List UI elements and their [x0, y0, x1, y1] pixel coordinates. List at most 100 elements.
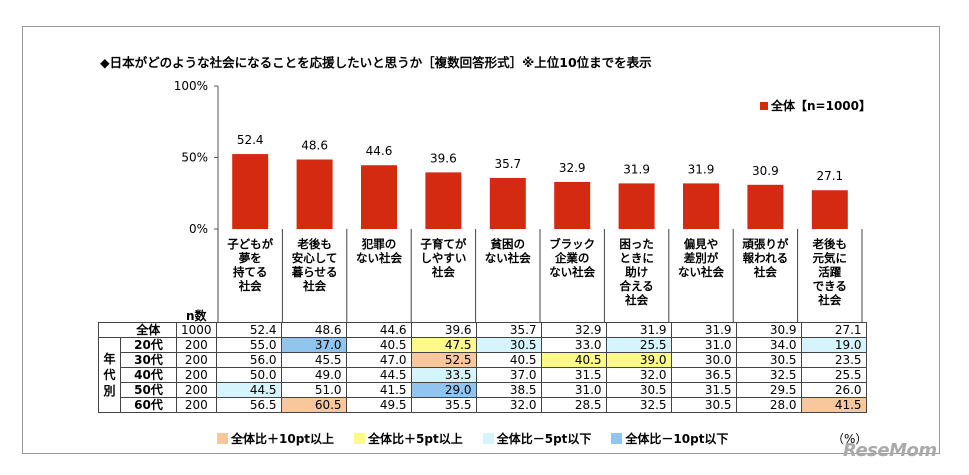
table-cell: 32.9: [540, 322, 607, 338]
highlight-legend-label: 全体比＋10pt以上: [231, 432, 335, 446]
category-label-line: ない社会: [549, 265, 596, 279]
category-label: 頑張りが 報われる 社会: [733, 236, 797, 322]
table-cell: 51.0: [280, 382, 347, 398]
category-label: 貧困の ない社会: [476, 236, 540, 322]
highlight-legend-label: 全体比－5pt以下: [496, 432, 592, 446]
table-cell: 41.5: [800, 397, 867, 413]
category-label-line: 合える: [619, 279, 654, 293]
table-cell: 39.0: [605, 352, 672, 368]
table-cell: 31.9: [605, 322, 672, 338]
category-label-line: ない社会: [484, 251, 531, 265]
table-cell: 29.5: [735, 382, 802, 398]
row-n: 1000: [176, 322, 217, 338]
bar-value-label: 27.1: [816, 169, 843, 183]
table-cell: 40.5: [475, 352, 542, 368]
highlight-legend-item: 全体比＋5pt以上: [354, 430, 463, 447]
table-cell: 33.0: [540, 337, 607, 353]
table-cell: 27.1: [800, 322, 867, 338]
highlight-legend-item: 全体比－10pt以下: [611, 430, 728, 447]
table-cell: 25.5: [605, 337, 672, 353]
bar: [618, 183, 655, 229]
table-cell: 38.5: [475, 382, 542, 398]
table-cell: 52.4: [215, 322, 282, 338]
category-label-line: 社会: [753, 265, 777, 279]
category-label-line: 社会: [431, 265, 455, 279]
table-cell: 30.5: [670, 397, 737, 413]
table-cell: 30.5: [475, 337, 542, 353]
bar-value-label: 35.7: [494, 157, 521, 171]
category-label-line: 差別が: [683, 251, 719, 265]
category-label-line: 貧困の: [490, 237, 526, 251]
category-label-line: 社会: [625, 293, 649, 307]
row-label: 全体: [120, 322, 177, 338]
table-cell: 44.5: [345, 367, 412, 383]
category-label-line: 助け: [625, 265, 649, 279]
category-label-line: 犯罪の: [361, 237, 397, 251]
category-label-line: 老後も: [297, 237, 332, 251]
table-cell: 30.5: [605, 382, 672, 398]
y-tick-label: 100%: [174, 79, 208, 93]
category-label-line: 持てる: [232, 265, 268, 279]
table-cell: 30.9: [735, 322, 802, 338]
category-label-line: 夢を: [238, 251, 262, 265]
y-tick-label: 50%: [181, 151, 208, 165]
category-label-line: ない社会: [677, 265, 724, 279]
table-cell: 44.5: [215, 382, 282, 398]
table-cell: 28.0: [735, 397, 802, 413]
table-row: 40代 200 50.0 49.0 44.5 33.5 37.0 31.5 32.0 36.5 32…: [99, 367, 867, 383]
highlight-swatch: [217, 433, 228, 444]
bar-value-label: 31.9: [688, 162, 715, 176]
table-cell: 25.5: [800, 367, 867, 383]
table-cell: 31.0: [540, 382, 607, 398]
category-label: 子育てが しやすい 社会: [411, 236, 475, 322]
bar: [747, 184, 784, 229]
category-label-line: できる: [812, 279, 847, 293]
category-label: 困った ときに 助け 合える 社会: [604, 236, 668, 322]
table-cell: 49.0: [280, 367, 347, 383]
table-cell: 48.6: [280, 322, 347, 338]
chart-frame: [22, 26, 940, 454]
table-cell: 36.5: [670, 367, 737, 383]
table-cell: 52.5: [410, 352, 477, 368]
bar: [361, 165, 397, 229]
category-label-line: 元気に: [812, 251, 848, 265]
table-cell: 34.0: [735, 337, 802, 353]
age-group-label: 年代別: [98, 337, 121, 413]
category-label: ブラック 企業の ない社会: [540, 236, 604, 322]
highlight-legend: 全体比＋10pt以上 全体比＋5pt以上 全体比－5pt以下 全体比－10pt以下: [217, 430, 728, 447]
table-cell: 35.5: [410, 397, 477, 413]
category-label: 老後も 元気に 活躍 できる 社会: [798, 236, 862, 322]
table-cell: 37.0: [280, 337, 347, 353]
category-label-line: 企業の: [554, 251, 590, 265]
age-group-char: 別: [103, 384, 116, 398]
bar-value-label: 31.9: [623, 162, 650, 176]
bar: [232, 154, 269, 229]
table-cell: 50.0: [215, 367, 282, 383]
category-label: 子どもが 夢を 持てる 社会: [218, 236, 282, 322]
highlight-legend-label: 全体比－10pt以下: [625, 432, 729, 446]
table-cell: 60.5: [280, 397, 347, 413]
table-cell: 28.5: [540, 397, 607, 413]
bar: [489, 177, 526, 229]
bar-value-label: 44.6: [366, 144, 393, 158]
highlight-swatch: [482, 433, 494, 444]
category-label-line: 安心して: [291, 251, 338, 265]
table-cell: 30.0: [670, 352, 737, 368]
table-cell: 49.5: [345, 397, 412, 413]
table-cell: 31.0: [670, 337, 737, 353]
table-row: 60代 200 56.5 60.5 49.5 35.5 32.0 28.5 32.5 30.5 28…: [99, 397, 867, 413]
age-group-char: 年: [103, 352, 116, 366]
bar: [296, 159, 333, 229]
row-n: 200: [176, 337, 217, 353]
category-label-line: 子育てが: [420, 237, 467, 251]
bar: [683, 183, 719, 229]
category-label-line: 困った: [619, 237, 654, 251]
category-label-line: ときに: [619, 251, 654, 265]
table-cell: 31.9: [670, 322, 737, 338]
table-cell: 47.5: [410, 337, 477, 353]
category-label-line: ブラック: [549, 237, 596, 251]
unit-label: （%）: [832, 432, 868, 446]
category-label-line: 社会: [818, 293, 842, 307]
category-label: 偏見や 差別が ない社会: [669, 236, 733, 322]
table-cell: 56.5: [215, 397, 282, 413]
